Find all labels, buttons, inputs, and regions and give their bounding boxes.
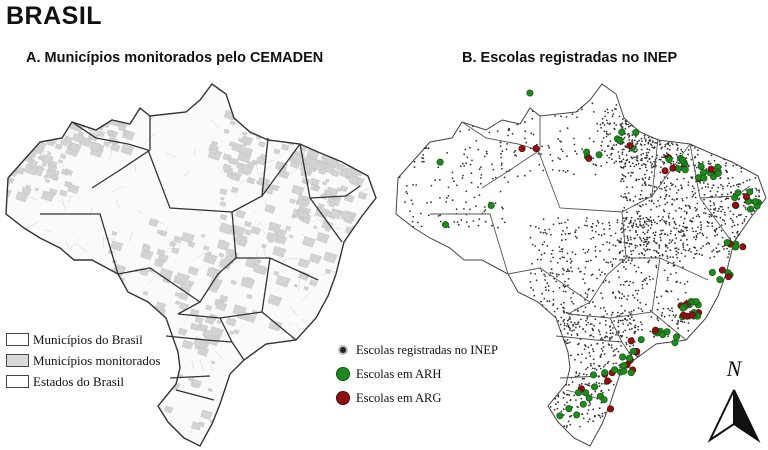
arg-school-marker <box>661 167 669 175</box>
arg-school-marker <box>731 201 739 209</box>
arg-school-marker <box>669 164 677 172</box>
legend-label: Estados do Brasil <box>33 373 124 389</box>
arh-school-marker <box>618 128 626 136</box>
arh-school-marker <box>585 394 593 402</box>
legend-item-municipios-monitorados: Municípios monitorados <box>6 350 160 371</box>
arg-school-marker <box>651 326 659 334</box>
arg-school-marker <box>604 377 612 385</box>
arh-school-dot-icon <box>336 367 350 381</box>
legend-item-inep: Escolas registradas no INEP <box>336 338 498 362</box>
swatch-estados <box>6 375 29 388</box>
arh-school-marker <box>436 158 444 166</box>
map-a-cemaden <box>5 83 377 447</box>
arh-school-marker <box>734 189 742 197</box>
north-label: N <box>726 356 743 381</box>
north-arrow-icon: N <box>707 356 761 443</box>
arh-school-marker <box>573 411 581 419</box>
arg-school-dot-icon <box>336 391 350 405</box>
arg-school-marker <box>626 142 634 150</box>
arh-school-marker <box>574 389 582 397</box>
legend-label: Escolas registradas no INEP <box>356 342 498 357</box>
arh-school-marker <box>697 163 705 171</box>
arh-school-marker <box>616 137 624 145</box>
legend-item-estados: Estados do Brasil <box>6 371 160 392</box>
arh-school-marker <box>637 336 645 344</box>
arh-school-marker <box>708 269 716 277</box>
arh-school-marker <box>582 389 590 397</box>
arh-school-marker <box>700 174 708 182</box>
arh-school-marker <box>611 366 619 374</box>
arh-school-marker <box>590 371 598 379</box>
arh-school-marker <box>671 339 679 347</box>
inep-school-dot-icon <box>340 347 346 353</box>
arg-school-marker <box>679 311 687 319</box>
arh-school-marker <box>632 128 640 136</box>
arh-school-marker <box>600 396 608 404</box>
legend-label: Municípios do Brasil <box>33 331 143 347</box>
arh-school-marker <box>441 221 449 229</box>
arh-school-marker <box>620 367 628 375</box>
panel-b-title: B. Escolas registradas no INEP <box>462 50 678 66</box>
arh-school-marker <box>526 89 534 97</box>
legend-item-arh: Escolas em ARH <box>336 362 498 386</box>
arg-school-marker <box>739 243 747 251</box>
arg-school-marker <box>707 165 715 173</box>
arh-school-marker <box>732 243 740 251</box>
arh-school-marker <box>679 156 687 164</box>
arh-school-marker <box>665 156 673 164</box>
arh-school-marker <box>487 202 495 210</box>
panel-a-title: A. Municípios monitorados pelo CEMADEN <box>26 50 324 66</box>
arh-school-marker <box>619 353 627 361</box>
arh-school-marker <box>679 304 687 312</box>
arh-school-marker <box>591 383 599 391</box>
page-title: BRASIL <box>6 2 103 30</box>
arh-school-marker <box>625 354 633 362</box>
brazil-territory <box>395 83 767 447</box>
arh-school-marker <box>672 333 680 341</box>
arg-school-marker <box>585 154 593 162</box>
arg-school-marker <box>742 193 750 201</box>
legend-item-arg: Escolas em ARG <box>336 386 498 410</box>
arg-school-marker <box>627 337 635 345</box>
swatch-municipios-brasil <box>6 333 29 346</box>
arh-school-marker <box>579 400 587 408</box>
arh-school-marker <box>714 169 722 177</box>
arh-school-marker <box>746 205 754 213</box>
swatch-municipios-monitorados <box>6 354 29 367</box>
arh-school-marker <box>663 328 671 336</box>
map-b-inep <box>395 83 767 447</box>
arh-school-marker <box>716 276 724 284</box>
arh-school-marker <box>601 369 609 377</box>
arh-school-marker <box>629 347 637 355</box>
legend-panel-b: Escolas registradas no INEP Escolas em A… <box>336 338 498 410</box>
arh-school-marker <box>627 369 635 377</box>
arh-school-marker <box>681 166 689 174</box>
arh-school-marker <box>565 405 573 413</box>
legend-label: Municípios monitorados <box>33 352 161 368</box>
arh-school-marker <box>746 188 754 196</box>
arh-school-marker <box>723 239 731 247</box>
arh-school-marker <box>751 198 759 206</box>
arg-school-marker <box>718 266 726 274</box>
arg-school-marker <box>532 145 540 153</box>
arh-school-marker <box>595 151 603 159</box>
arg-school-marker <box>607 405 615 413</box>
arh-school-marker <box>692 298 700 306</box>
arh-school-marker <box>556 412 564 420</box>
arh-school-marker <box>731 194 739 202</box>
arg-school-marker <box>688 311 696 319</box>
legend-item-municipios-brasil: Municípios do Brasil <box>6 329 160 350</box>
legend-label: Escolas em ARG <box>356 390 442 405</box>
legend-label: Escolas em ARH <box>356 366 442 381</box>
arg-school-marker <box>724 273 732 281</box>
legend-panel-a: Municípios do Brasil Municípios monitora… <box>6 329 160 392</box>
arg-school-marker <box>518 145 526 153</box>
